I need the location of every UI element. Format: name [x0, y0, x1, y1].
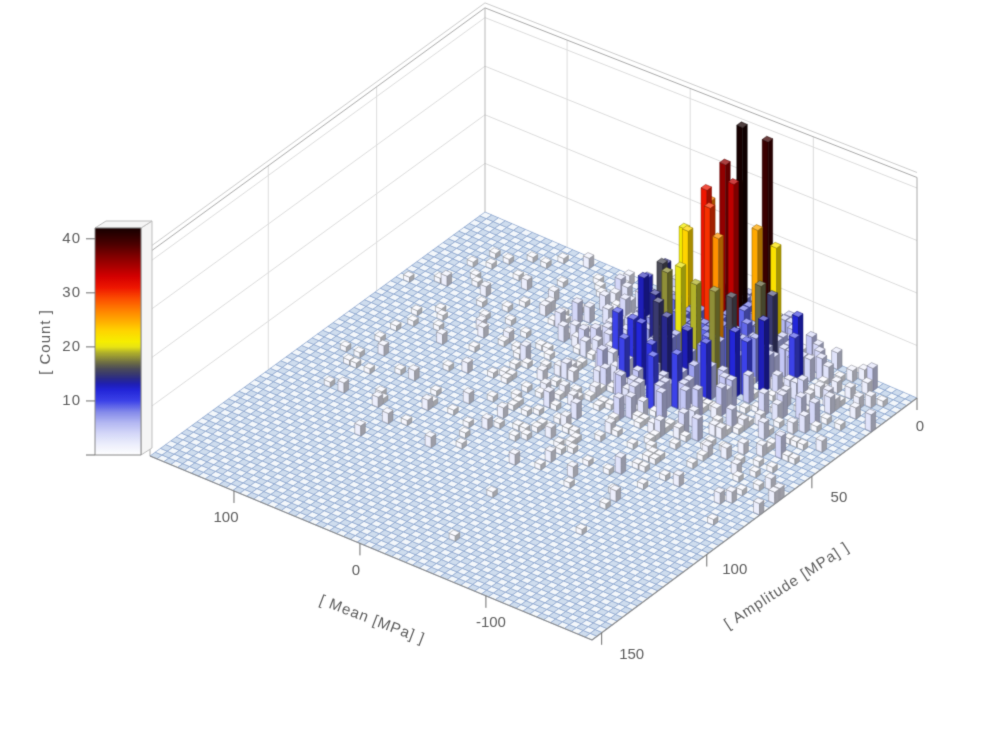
- rainflow-histogram-figure: [0, 0, 1000, 750]
- rainflow-3d-chart: [0, 0, 1000, 750]
